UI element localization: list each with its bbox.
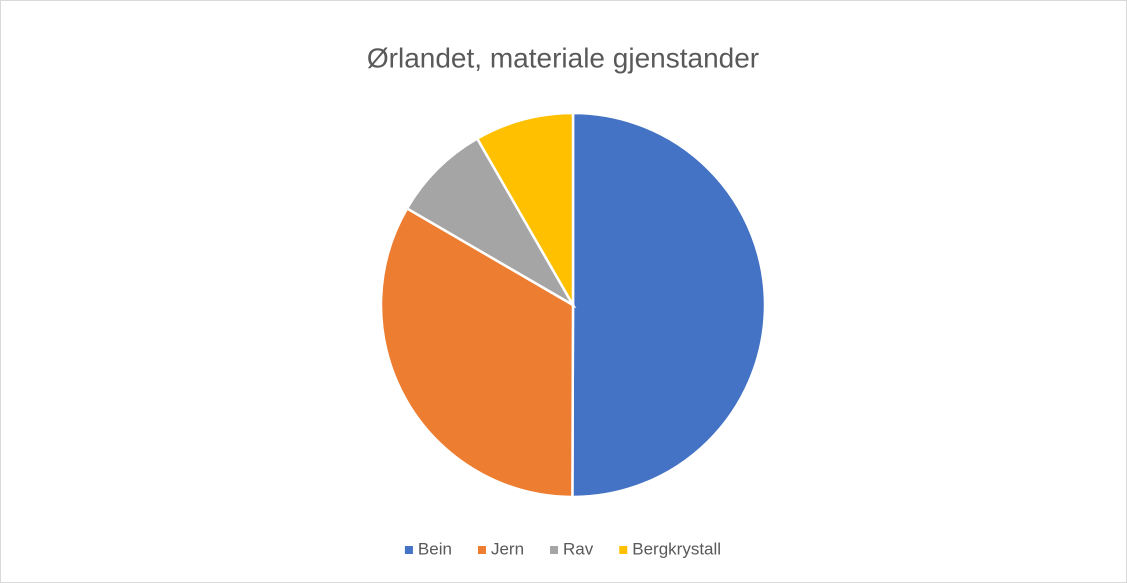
legend-label: Bergkrystall: [632, 539, 721, 558]
pie-slice: [571, 111, 767, 499]
legend-swatch: [619, 546, 628, 554]
legend-swatch: [477, 546, 486, 554]
legend-label: Rav: [563, 539, 594, 558]
chart-title: Ørlandet, materiale gjenstander: [367, 42, 759, 73]
legend-label: Bein: [418, 539, 452, 558]
pie-slice: [475, 111, 575, 310]
pie: [379, 111, 767, 499]
legend: Bein Jern Rav Bergkrystall: [404, 539, 721, 558]
pie-slice: [405, 136, 577, 309]
pie-slice: [379, 206, 575, 499]
legend-swatch: [550, 546, 559, 554]
legend-label: Jern: [491, 539, 524, 558]
legend-swatch: [404, 546, 413, 554]
